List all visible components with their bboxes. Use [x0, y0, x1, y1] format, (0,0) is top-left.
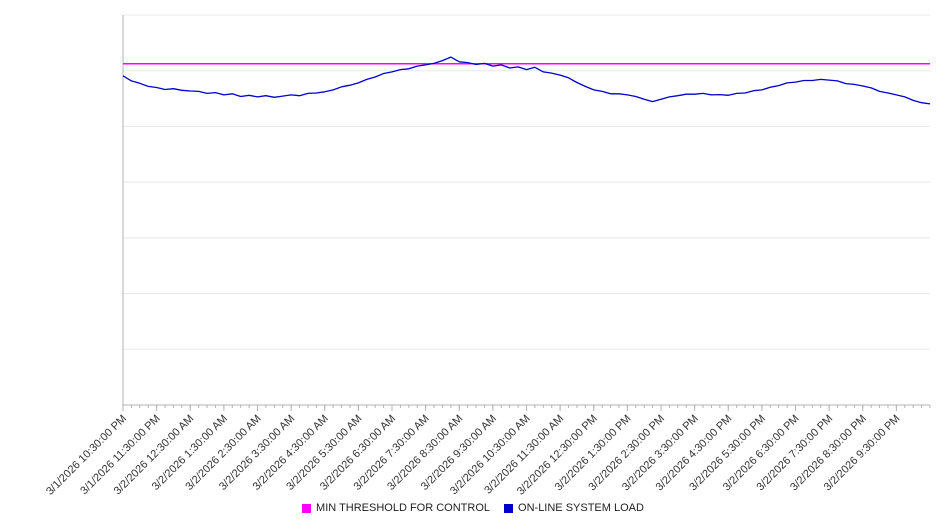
load-line [122, 56, 931, 105]
legend-item-min-threshold: MIN THRESHOLD FOR CONTROL [302, 502, 490, 514]
chart-legend: MIN THRESHOLD FOR CONTROL ON-LINE SYSTEM… [0, 497, 946, 519]
legend-label-threshold: MIN THRESHOLD FOR CONTROL [316, 502, 491, 514]
legend-swatch-threshold [302, 503, 312, 513]
legend-swatch-load [504, 503, 514, 513]
legend-item-system-load: ON-LINE SYSTEM LOAD [504, 502, 644, 514]
legend-label-load: ON-LINE SYSTEM LOAD [518, 502, 644, 514]
line-chart: 3/1/2026 10:30:00 PM3/1/2026 11:30:00 PM… [44, 14, 931, 497]
